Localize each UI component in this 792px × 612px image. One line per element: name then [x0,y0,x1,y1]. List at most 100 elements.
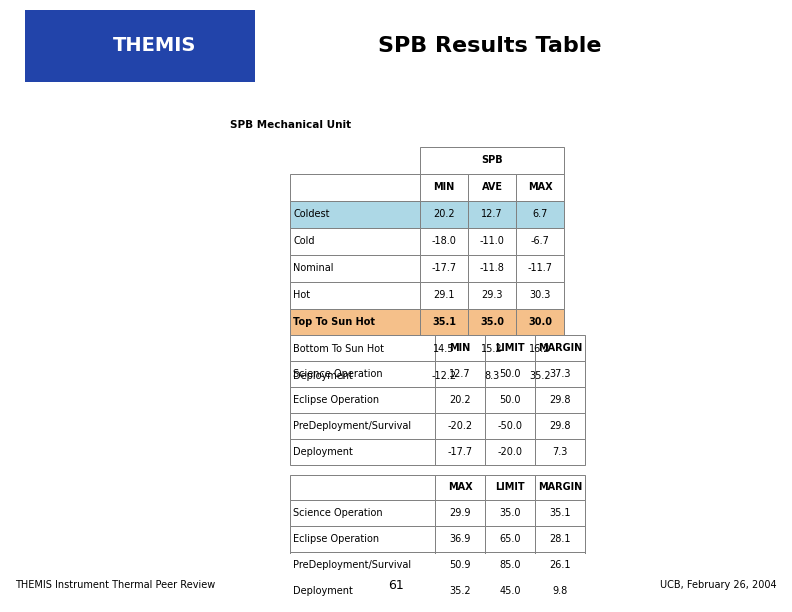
Bar [516,255,564,282]
Text: 29.3: 29.3 [482,290,503,300]
Bar [290,474,435,501]
Text: 37.3: 37.3 [549,368,571,379]
Text: 16.2: 16.2 [529,344,550,354]
Bar [535,553,585,578]
Bar [535,439,585,465]
Text: Eclipse Operation: Eclipse Operation [293,534,379,545]
Text: 26.1: 26.1 [549,561,571,570]
Text: -20.0: -20.0 [497,447,523,457]
Text: 45.0: 45.0 [499,586,521,597]
Text: THEMIS: THEMIS [113,37,196,56]
Bar [516,174,564,201]
Bar [420,228,468,255]
Bar [290,174,420,201]
Text: 30.0: 30.0 [528,317,552,327]
Bar [485,501,535,526]
Text: -11.0: -11.0 [480,236,505,246]
Bar [290,553,435,578]
Bar [468,335,516,362]
Bar [290,308,420,335]
Bar [290,501,435,526]
Text: SPB: SPB [482,155,503,165]
Text: UCB, February 26, 2004: UCB, February 26, 2004 [661,580,777,590]
Bar [485,526,535,553]
Bar [290,387,435,412]
Text: MARGIN: MARGIN [538,343,582,353]
Bar [435,578,485,605]
Bar [435,439,485,465]
Text: 30.3: 30.3 [529,290,550,300]
Text: -17.7: -17.7 [432,263,456,273]
Text: 14.5: 14.5 [433,344,455,354]
Text: 36.9: 36.9 [449,534,470,545]
Text: 12.7: 12.7 [449,368,470,379]
Text: -20.2: -20.2 [447,420,473,430]
Bar [535,387,585,412]
Text: 35.2: 35.2 [449,586,470,597]
Bar [420,174,468,201]
Bar [516,308,564,335]
Bar [420,362,468,389]
Text: Science Operation: Science Operation [293,368,383,379]
Bar [535,412,585,439]
Text: PreDeployment/Survival: PreDeployment/Survival [293,420,411,430]
Bar [420,335,468,362]
Text: 6.7: 6.7 [532,209,548,219]
Bar [25,10,255,82]
Text: 35.0: 35.0 [499,509,521,518]
Bar [468,201,516,228]
Text: 20.2: 20.2 [433,209,455,219]
Bar [468,282,516,308]
Text: 50.0: 50.0 [499,368,521,379]
Bar [516,228,564,255]
Text: Eclipse Operation: Eclipse Operation [293,395,379,405]
Bar [290,362,420,389]
Bar [535,526,585,553]
Text: LIMIT: LIMIT [495,482,525,493]
Text: 35.1: 35.1 [549,509,571,518]
Text: MARGIN: MARGIN [538,482,582,493]
Bar [485,474,535,501]
Text: 85.0: 85.0 [499,561,521,570]
Bar [290,335,420,362]
Bar [290,360,435,387]
Bar [435,553,485,578]
Text: 20.2: 20.2 [449,395,470,405]
Text: Coldest: Coldest [293,209,329,219]
Text: PreDeployment/Survival: PreDeployment/Survival [293,561,411,570]
Text: AVE: AVE [482,182,502,192]
Bar [290,526,435,553]
Bar [485,360,535,387]
Bar [535,501,585,526]
Bar [435,412,485,439]
Bar [516,282,564,308]
Bar [435,526,485,553]
Text: 35.0: 35.0 [480,317,504,327]
Bar [516,201,564,228]
Text: -12.2: -12.2 [432,371,456,381]
Bar [435,360,485,387]
Text: -6.7: -6.7 [531,236,550,246]
Text: LIMIT: LIMIT [495,343,525,353]
Bar [290,228,420,255]
Text: 8.3: 8.3 [485,371,500,381]
Text: Deployment: Deployment [293,447,353,457]
Bar [485,578,535,605]
Text: MIN: MIN [433,182,455,192]
Text: -11.8: -11.8 [480,263,505,273]
Text: 15.2: 15.2 [482,344,503,354]
Bar [485,412,535,439]
Text: MAX: MAX [447,482,472,493]
Bar [516,362,564,389]
Bar [468,174,516,201]
Bar [468,308,516,335]
Text: 35.2: 35.2 [529,371,550,381]
Text: SPB Results Table: SPB Results Table [379,36,602,56]
Bar [485,439,535,465]
Bar [290,282,420,308]
Text: -11.7: -11.7 [527,263,553,273]
Text: Deployment: Deployment [293,371,353,381]
Bar [290,201,420,228]
Bar [435,501,485,526]
Text: -18.0: -18.0 [432,236,456,246]
